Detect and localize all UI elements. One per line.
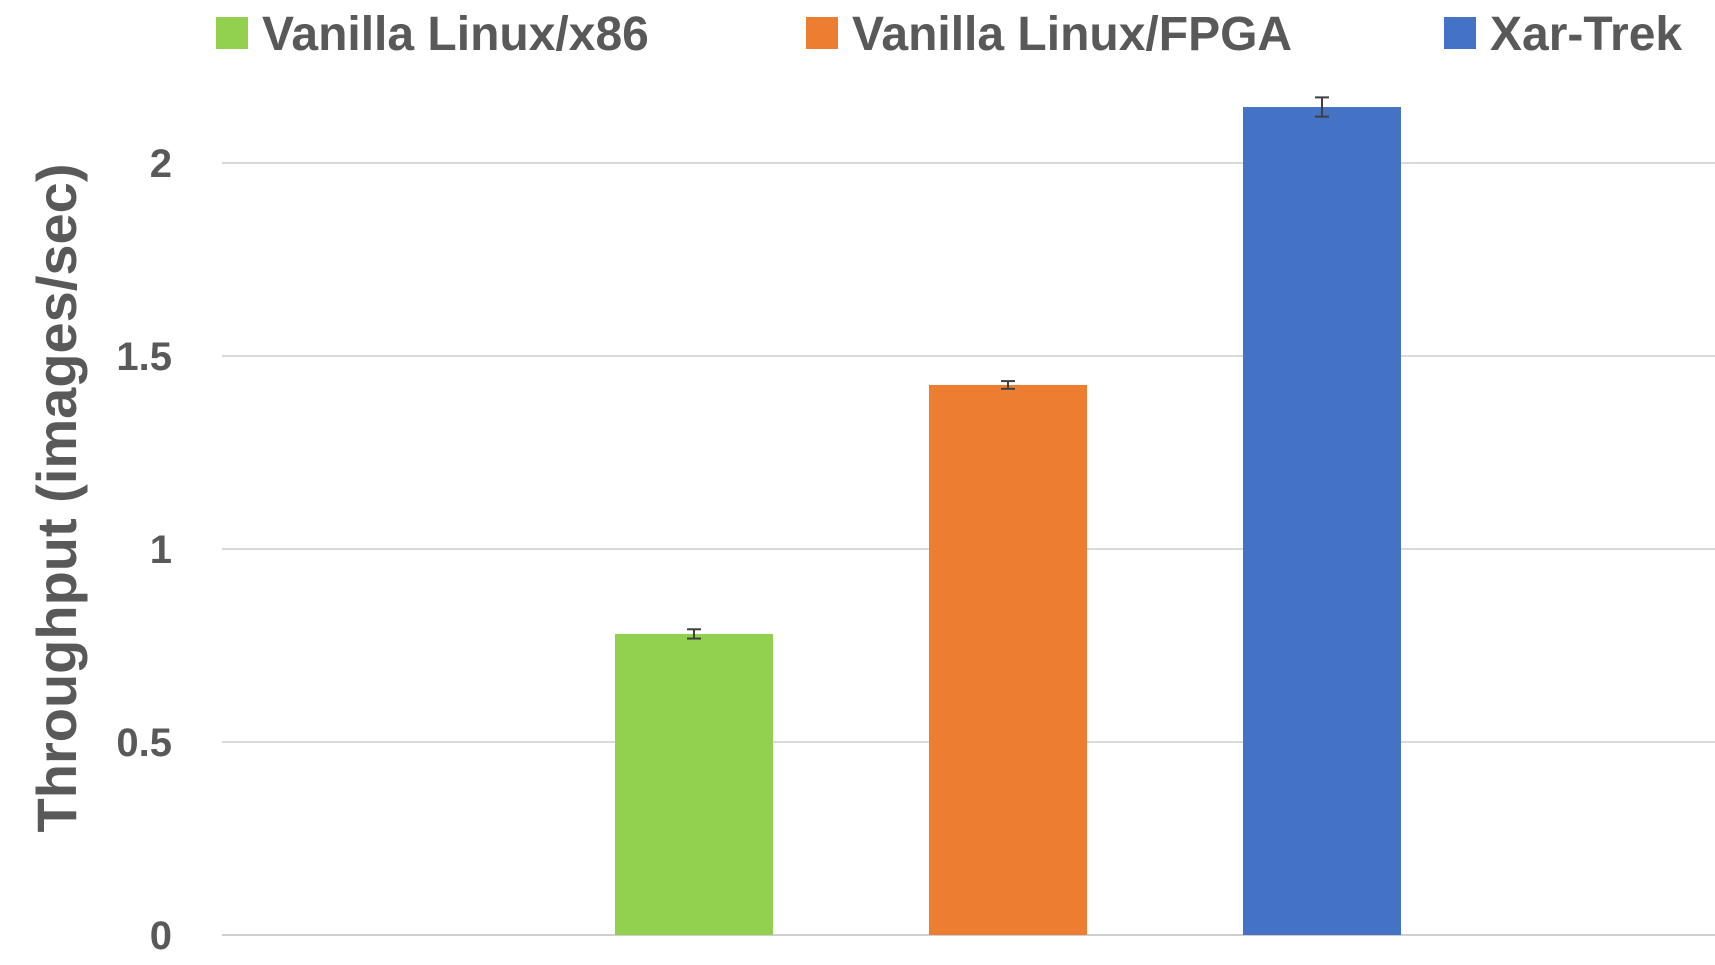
error-bar: [687, 628, 701, 640]
y-tick-label: 1.5: [116, 335, 172, 379]
legend-label: Vanilla Linux/FPGA: [852, 8, 1292, 61]
bar: [615, 633, 773, 935]
y-tick-label: 1: [150, 528, 172, 572]
y-tick-label: 0.5: [116, 721, 172, 765]
error-bar: [1001, 380, 1015, 390]
bar: [1243, 107, 1401, 935]
legend-swatch: [806, 17, 838, 49]
legend: Vanilla Linux/x86 Vanilla Linux/FPGA Xar-T…: [216, 8, 1682, 61]
legend-swatch: [216, 17, 248, 49]
bars: [615, 96, 1401, 935]
legend-swatch: [1444, 17, 1476, 49]
legend-label: Vanilla Linux/x86: [262, 8, 649, 61]
y-axis-title: Throughput (images/sec): [25, 164, 88, 833]
legend-label: Xar-Trek: [1490, 8, 1682, 61]
y-tick-label: 2: [150, 142, 172, 186]
y-tick-label: 0: [150, 914, 172, 958]
error-bar: [1315, 96, 1329, 118]
bar: [929, 384, 1087, 935]
y-tick-labels: 0 0.5 1 1.5 2: [116, 142, 172, 958]
